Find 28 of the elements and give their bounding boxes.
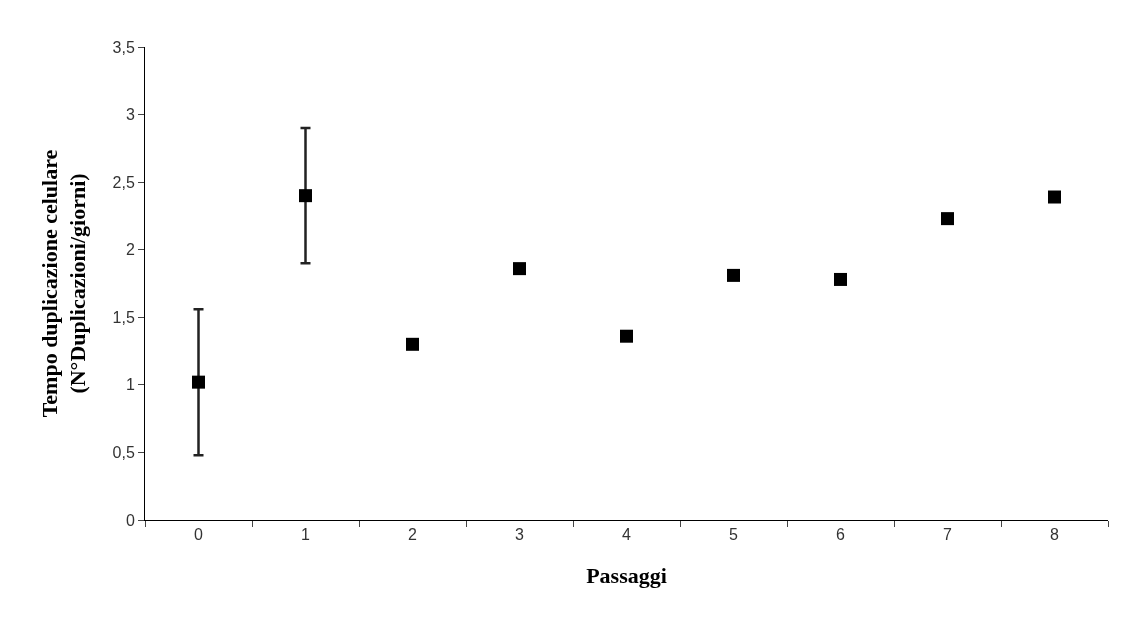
y-tick-label: 2,5 (112, 173, 135, 191)
y-tick-label: 1,5 (112, 308, 135, 326)
x-tick-label: 6 (836, 526, 846, 544)
y-axis-title: Tempo duplicazione celulare (N°Duplicazioni/giorni) (36, 149, 91, 418)
point (620, 329, 633, 343)
point (727, 268, 740, 282)
x-axis-title: Passaggi (586, 563, 667, 589)
x-tick-label: 1 (301, 526, 311, 544)
point (513, 262, 526, 276)
y-tick-label: 2 (125, 241, 135, 259)
y-tick-label: 1 (125, 376, 135, 394)
point (406, 337, 419, 351)
x-tick-label: 0 (194, 526, 204, 544)
y-tick-label: 3 (125, 106, 135, 124)
y-tick-label: 0,5 (112, 444, 135, 462)
point (941, 212, 954, 226)
point (299, 189, 312, 203)
point (1048, 190, 1061, 204)
x-tick-label: 5 (729, 526, 739, 544)
y-tick-label: 0 (125, 511, 135, 529)
point (834, 272, 847, 286)
y-tick-label: 3,5 (112, 38, 135, 56)
point (192, 375, 205, 389)
x-tick-label: 8 (1050, 526, 1060, 544)
x-tick-label: 3 (515, 526, 525, 544)
x-tick-label: 7 (943, 526, 953, 544)
x-tick-label: 4 (622, 526, 632, 544)
x-tick-label: 2 (408, 526, 418, 544)
